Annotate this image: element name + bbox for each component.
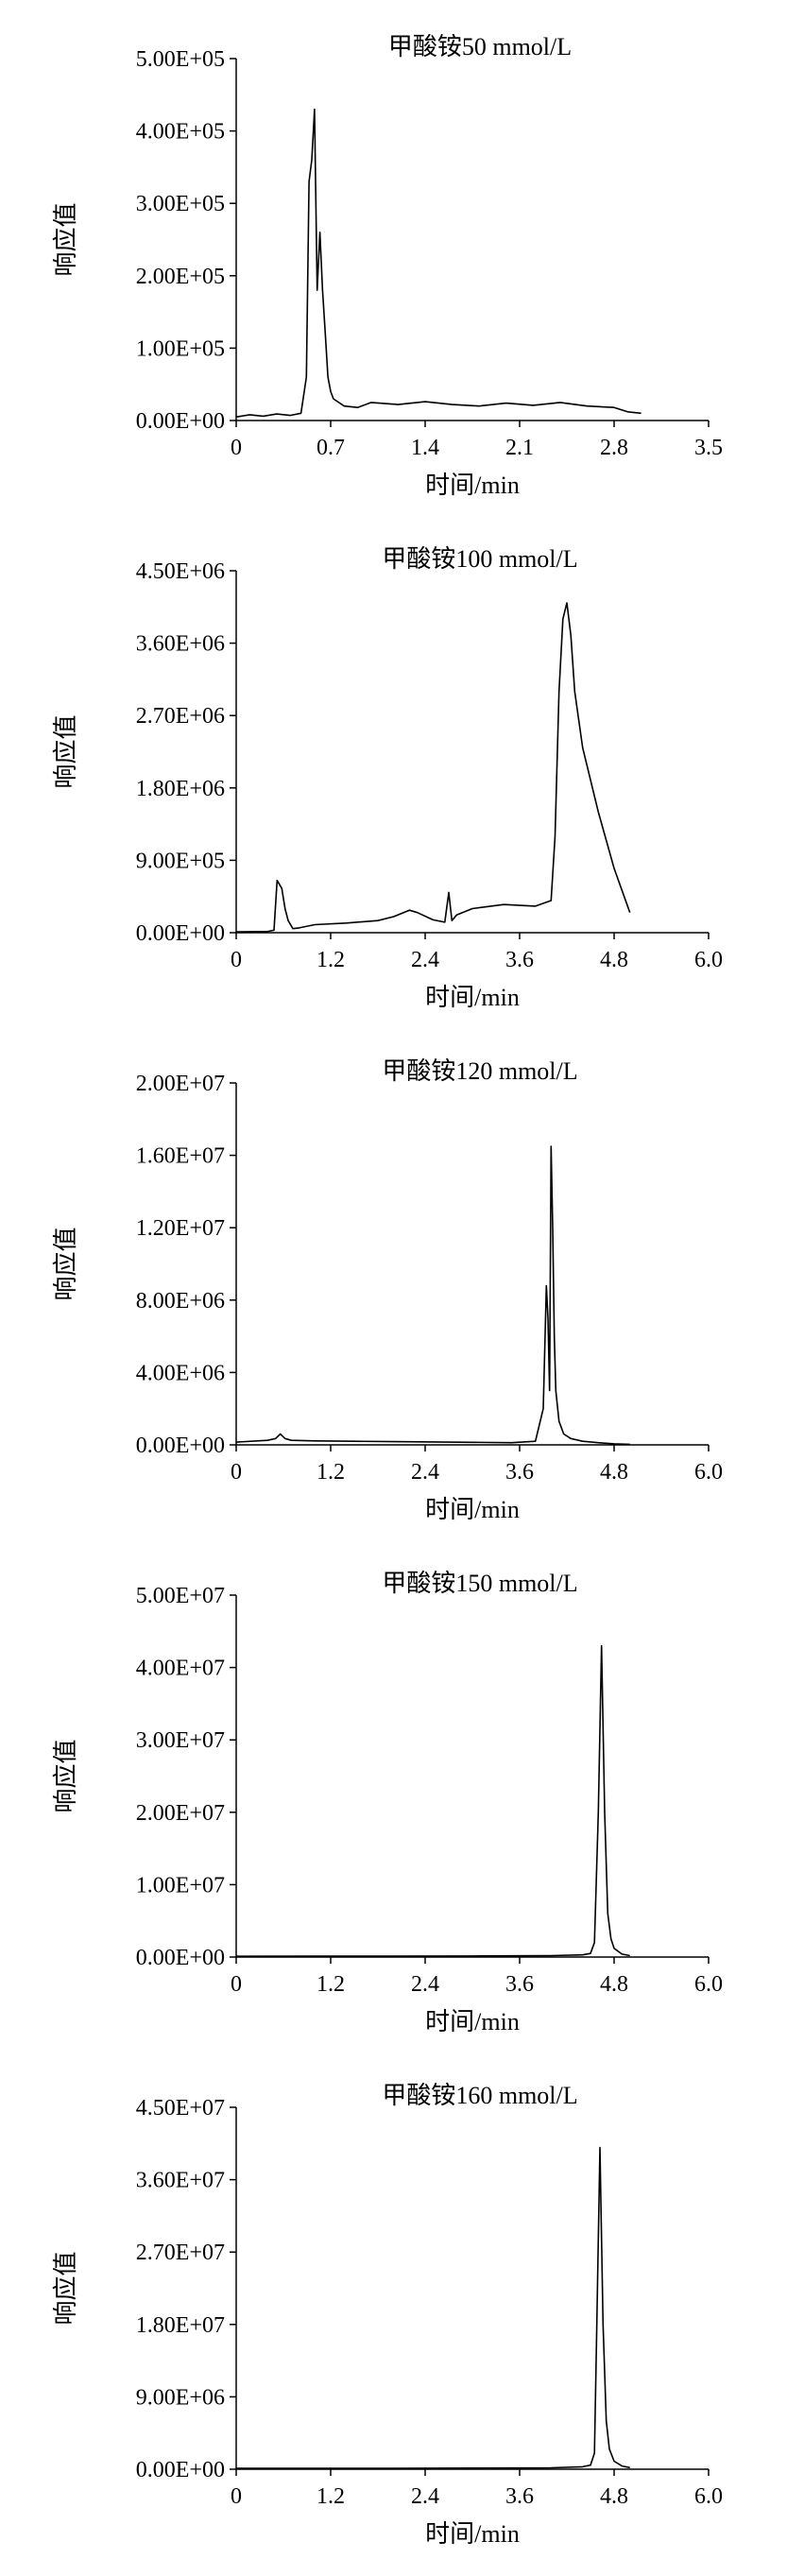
x-axis-title: 时间/min [425, 472, 520, 499]
x-axis-title: 时间/min [425, 2520, 520, 2548]
x-tick-label: 4.8 [600, 1460, 628, 1485]
x-tick-label: 6.0 [694, 1972, 723, 1997]
x-tick-label: 2.4 [411, 2484, 439, 2509]
chart-title: 甲酸铵50 mmol/L [388, 33, 572, 60]
x-tick-label: 0 [231, 436, 242, 460]
x-tick-label: 1.2 [317, 2484, 345, 2509]
y-tick-label: 4.50E+07 [136, 2096, 225, 2121]
x-tick-label: 2.4 [411, 1972, 439, 1997]
y-tick-label: 3.00E+07 [136, 1728, 225, 1753]
y-tick-label: 0.00E+00 [136, 1946, 225, 1970]
chart-title: 甲酸铵120 mmol/L [382, 1057, 577, 1085]
y-axis-title: 响应值 [52, 714, 79, 788]
chart-title: 甲酸铵150 mmol/L [382, 1570, 577, 1597]
y-axis-title: 响应值 [52, 1739, 79, 1812]
chromatogram-trace [235, 1145, 630, 1446]
y-tick-label: 1.00E+07 [136, 1873, 225, 1898]
chromatogram-trace [235, 1644, 630, 1957]
y-tick-label: 4.00E+06 [136, 1361, 225, 1385]
chart-panel-4: 甲酸铵150 mmol/L 0.00E+00 1.00E+07 2.00E+07 3.0… [52, 1570, 723, 2035]
x-axis-title: 时间/min [425, 2008, 520, 2035]
y-tick-label: 2.00E+07 [136, 1072, 225, 1096]
chart-panel-3: 甲酸铵120 mmol/L 0.00E+00 4.00E+06 8.00E+06 1.2… [52, 1057, 723, 1523]
x-tick-label: 1.2 [317, 1972, 345, 1997]
x-tick-label: 0 [231, 1972, 242, 1997]
x-tick-label: 2.1 [505, 436, 534, 460]
chart-panel-1: 甲酸铵50 mmol/L 0.00E+00 1.00E+05 2.00E+05 3.00… [52, 33, 723, 499]
x-tick-label: 3.6 [505, 2484, 534, 2509]
y-tick-label: 2.70E+07 [136, 2241, 225, 2265]
y-tick-label: 0.00E+00 [136, 1434, 225, 1458]
y-tick-label: 1.00E+05 [136, 336, 225, 361]
chromatogram-trace [236, 2146, 630, 2469]
y-tick-label: 5.00E+07 [136, 1584, 225, 1608]
x-tick-label: 0 [231, 948, 242, 972]
y-tick-label: 8.00E+06 [136, 1289, 225, 1314]
y-tick-label: 0.00E+00 [136, 921, 225, 946]
chromatogram-trace [235, 602, 631, 933]
x-tick-label: 2.8 [600, 436, 628, 460]
y-tick-label: 0.00E+00 [136, 2458, 225, 2482]
x-tick-label: 0.7 [317, 436, 345, 460]
y-tick-label: 1.20E+07 [136, 1216, 225, 1241]
y-tick-label: 1.60E+07 [136, 1144, 225, 1169]
y-tick-label: 2.00E+07 [136, 1801, 225, 1826]
y-tick-label: 9.00E+05 [136, 849, 225, 873]
x-tick-label: 2.4 [411, 1460, 439, 1485]
x-tick-label: 4.8 [600, 1972, 628, 1997]
y-axis-title: 响应值 [52, 1227, 79, 1300]
x-tick-label: 1.4 [411, 436, 439, 460]
x-tick-label: 3.5 [694, 436, 723, 460]
y-axis-title: 响应值 [52, 202, 79, 276]
x-tick-label: 3.6 [505, 1972, 534, 1997]
x-axis-title: 时间/min [425, 1496, 520, 1523]
x-tick-label: 6.0 [694, 948, 723, 972]
chart-title: 甲酸铵100 mmol/L [382, 545, 577, 573]
x-tick-label: 0 [231, 2484, 242, 2509]
x-tick-label: 4.8 [600, 2484, 628, 2509]
y-tick-label: 9.00E+06 [136, 2385, 225, 2410]
x-tick-label: 4.8 [600, 948, 628, 972]
x-axis-title: 时间/min [425, 984, 520, 1011]
y-tick-label: 3.00E+05 [136, 192, 225, 216]
y-tick-label: 1.80E+07 [136, 2313, 225, 2338]
y-tick-label: 1.80E+06 [136, 777, 225, 801]
chart-panel-2: 甲酸铵100 mmol/L 0.00E+00 9.00E+05 1.80E+06 2.7… [52, 545, 723, 1011]
x-tick-label: 3.6 [505, 1460, 534, 1485]
x-tick-label: 2.4 [411, 948, 439, 972]
y-tick-label: 4.50E+06 [136, 559, 225, 584]
y-tick-label: 2.70E+06 [136, 704, 225, 729]
x-tick-label: 1.2 [317, 948, 345, 972]
x-tick-label: 1.2 [317, 1460, 345, 1485]
y-tick-label: 4.00E+05 [136, 120, 225, 145]
y-tick-label: 0.00E+00 [136, 409, 225, 434]
chart-title: 甲酸铵160 mmol/L [382, 2082, 577, 2109]
y-tick-label: 4.00E+07 [136, 1657, 225, 1681]
y-tick-label: 5.00E+05 [136, 47, 225, 72]
x-tick-label: 6.0 [694, 1460, 723, 1485]
x-tick-label: 3.6 [505, 948, 534, 972]
y-tick-label: 3.60E+07 [136, 2169, 225, 2193]
chart-panel-5: 甲酸铵160 mmol/L 0.00E+00 9.00E+06 1.80E+07 2.7… [52, 2082, 723, 2548]
x-tick-label: 6.0 [694, 2484, 723, 2509]
y-axis-title: 响应值 [52, 2251, 79, 2325]
chromatogram-trace [235, 108, 642, 418]
y-tick-label: 3.60E+06 [136, 632, 225, 657]
y-tick-label: 2.00E+05 [136, 265, 225, 289]
x-tick-label: 0 [231, 1460, 242, 1485]
